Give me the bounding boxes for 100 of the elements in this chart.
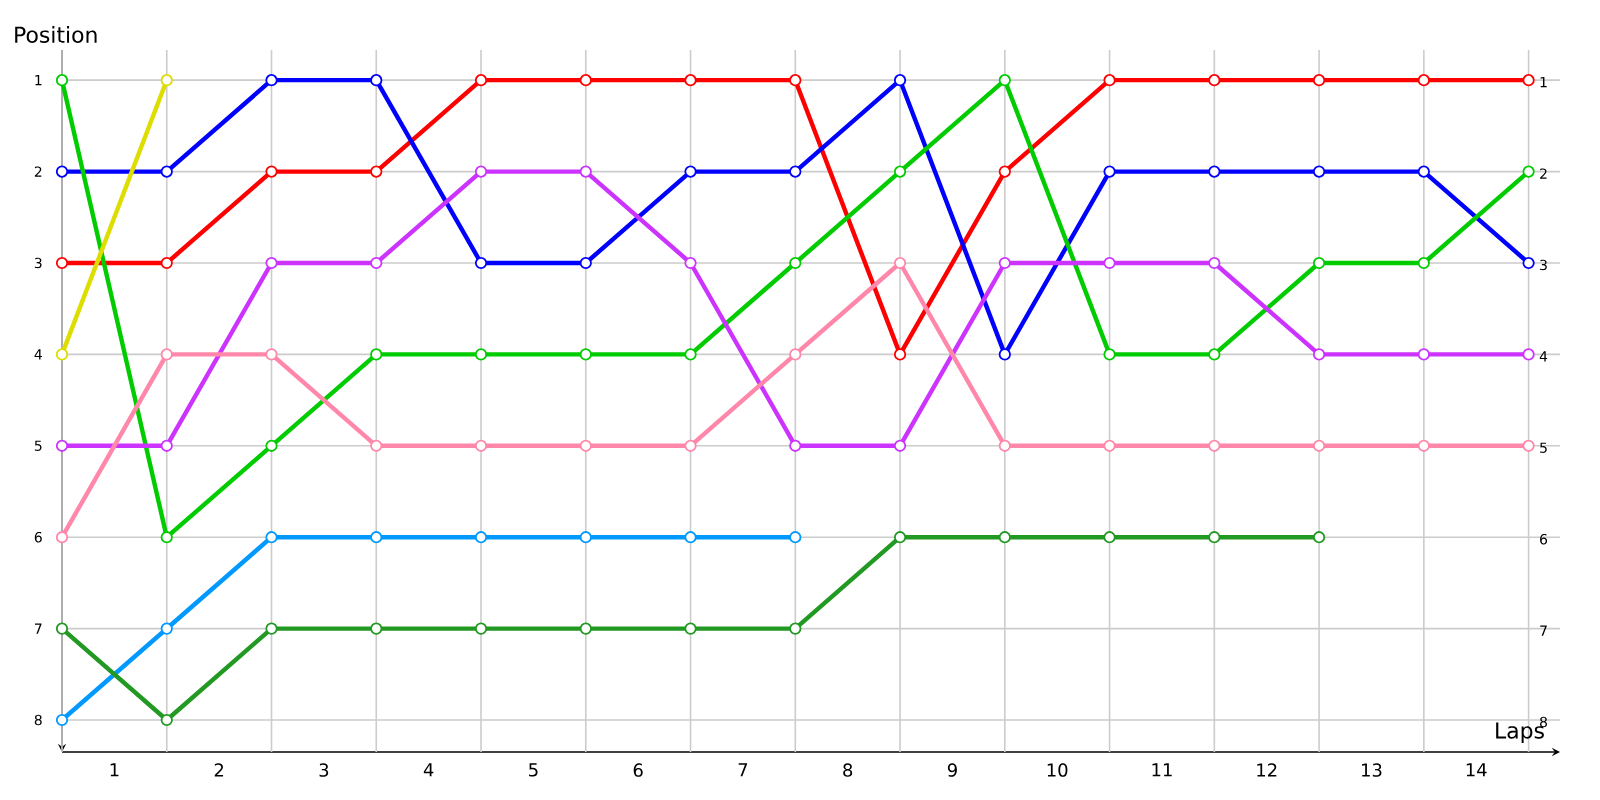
point	[998, 348, 1011, 361]
point	[265, 256, 278, 270]
point	[1103, 439, 1116, 452]
point	[55, 531, 69, 544]
point	[1417, 74, 1430, 87]
point	[684, 165, 697, 178]
point	[160, 256, 173, 270]
point	[1208, 348, 1221, 361]
point	[893, 74, 907, 87]
x-tick-label: 6	[633, 763, 643, 777]
point	[684, 256, 697, 270]
point	[684, 531, 697, 544]
point	[684, 622, 697, 635]
point	[160, 74, 173, 87]
point	[1103, 165, 1116, 178]
point	[1522, 439, 1535, 452]
point	[1522, 74, 1535, 87]
point	[789, 256, 802, 270]
point	[370, 74, 383, 87]
point	[370, 348, 383, 361]
point	[893, 165, 907, 178]
point	[160, 713, 173, 727]
point	[474, 348, 488, 361]
point	[265, 74, 278, 87]
point	[370, 165, 383, 178]
point	[370, 256, 383, 270]
x-axis-title: Laps	[1496, 722, 1544, 743]
point	[579, 531, 592, 544]
point	[1522, 256, 1535, 270]
point	[998, 256, 1011, 270]
x-tick-label: 3	[319, 763, 329, 777]
point	[1208, 531, 1221, 544]
point	[55, 713, 69, 727]
point	[579, 439, 592, 452]
point	[265, 622, 278, 635]
point	[789, 348, 802, 361]
point	[474, 165, 488, 178]
point	[265, 531, 278, 544]
point	[55, 348, 69, 361]
point	[474, 74, 488, 87]
point	[1312, 531, 1326, 544]
point	[579, 74, 592, 87]
point	[684, 348, 697, 361]
point	[1208, 74, 1221, 87]
point	[893, 439, 907, 452]
point	[1312, 165, 1326, 178]
point	[55, 439, 69, 452]
x-tick-label: 8	[843, 763, 853, 777]
x-tick-label: 2	[214, 763, 224, 777]
x-tick-label: 14	[1466, 763, 1487, 777]
x-tick-label: 5	[529, 763, 538, 777]
point	[1522, 165, 1535, 178]
point	[1417, 256, 1430, 270]
point	[998, 165, 1011, 178]
point	[55, 74, 69, 87]
point	[265, 348, 278, 361]
point	[1208, 439, 1221, 452]
point	[998, 439, 1011, 452]
x-tick-label: 13	[1362, 763, 1382, 777]
point	[789, 622, 802, 635]
x-tick-label: 7	[738, 763, 748, 777]
point	[160, 531, 173, 544]
point	[684, 74, 697, 87]
point	[1208, 165, 1221, 178]
point	[474, 622, 488, 635]
point	[998, 531, 1011, 544]
point	[1103, 531, 1116, 544]
point	[160, 622, 173, 635]
point	[474, 439, 488, 452]
point	[579, 348, 592, 361]
x-tick-label: 1	[110, 763, 119, 777]
point	[1417, 165, 1430, 178]
point	[684, 439, 697, 452]
point	[265, 439, 278, 452]
point	[789, 439, 802, 452]
point	[579, 256, 592, 270]
point	[1103, 256, 1116, 270]
point	[579, 622, 592, 635]
point	[893, 531, 907, 544]
point	[789, 165, 802, 178]
point	[1312, 348, 1326, 361]
point	[1103, 74, 1116, 87]
point	[1522, 348, 1535, 361]
point	[474, 256, 488, 270]
x-tick-label: 9	[947, 763, 957, 777]
point	[789, 531, 802, 544]
point	[55, 165, 69, 178]
point	[998, 74, 1011, 87]
point	[55, 256, 69, 270]
point	[579, 165, 592, 178]
point	[789, 74, 802, 87]
x-tick-label: 4	[423, 763, 434, 777]
point	[893, 348, 907, 361]
x-tick-label: 10	[1047, 763, 1068, 777]
point	[160, 439, 173, 452]
point	[160, 165, 173, 178]
point	[265, 165, 278, 178]
point	[1103, 348, 1116, 361]
point	[1312, 439, 1326, 452]
x-tick-label: 12	[1257, 763, 1277, 777]
